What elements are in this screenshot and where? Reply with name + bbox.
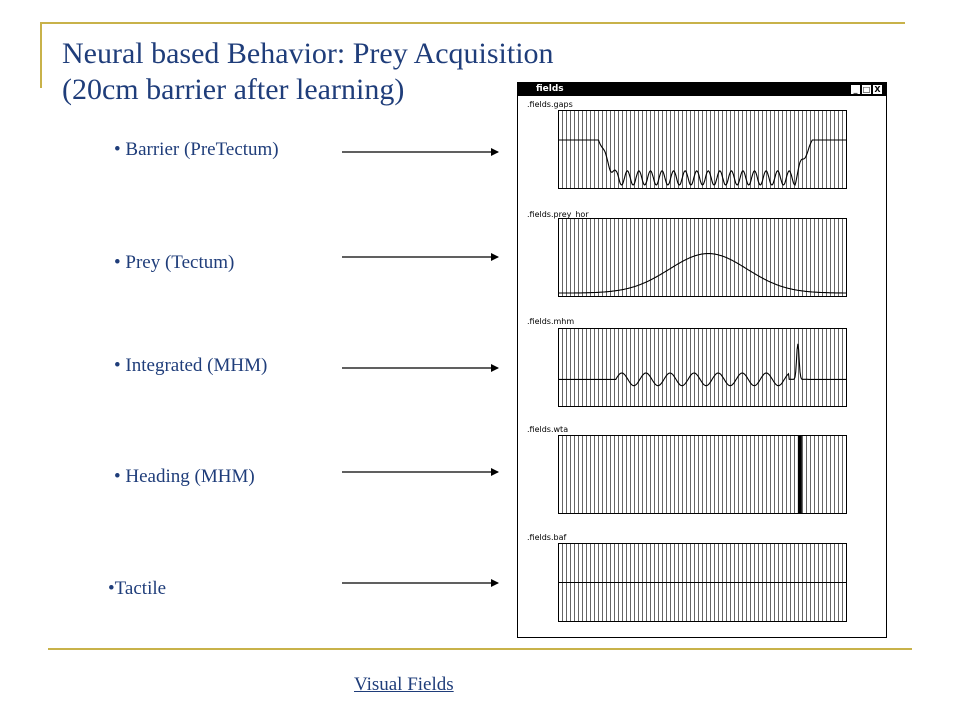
title-line-2: (20cm barrier after learning): [62, 73, 405, 106]
bullet-heading: • Heading (MHM): [114, 466, 255, 487]
plot-mhm: [558, 328, 847, 407]
bullet-integrated: • Integrated (MHM): [114, 355, 268, 376]
fields-window[interactable]: fields _ □ X .fields.gaps .fields.prey_h…: [517, 82, 887, 638]
grid-lines: [558, 435, 847, 514]
plot-wta: [558, 435, 847, 514]
plot-label-wta: .fields.wta: [527, 425, 569, 434]
bullet-prey: • Prey (Tectum): [114, 252, 235, 273]
bullet-tactile: •Tactile: [108, 578, 167, 599]
grid-lines: [558, 218, 847, 297]
plot-frame: [558, 110, 847, 189]
grid-lines: [558, 110, 847, 189]
plot-frame: [558, 435, 847, 514]
grid-lines: [558, 328, 847, 407]
minimize-button[interactable]: _: [851, 85, 860, 94]
plot-frame: [558, 328, 847, 407]
bullet-barrier: • Barrier (PreTectum): [114, 139, 279, 160]
window-titlebar[interactable]: fields _ □ X: [518, 83, 886, 96]
plot-label-mhm: .fields.mhm: [527, 317, 575, 326]
plot-gaps: [558, 110, 847, 189]
bottom-accent-line: [48, 648, 912, 650]
maximize-button[interactable]: □: [862, 85, 871, 94]
visual-fields-link[interactable]: Visual Fields: [354, 674, 454, 695]
plot-baf: [558, 543, 847, 622]
winner-bar: [797, 435, 802, 514]
plot-frame: [558, 218, 847, 297]
top-accent-line: [40, 22, 905, 24]
signal-trace: [558, 139, 847, 186]
plot-label-gaps: .fields.gaps: [527, 100, 573, 109]
plot-prey-hor: [558, 218, 847, 297]
signal-trace: [558, 343, 847, 387]
plot-label-baf: .fields.baf: [527, 533, 567, 542]
signal-trace: [558, 252, 847, 294]
left-accent-line: [40, 22, 42, 88]
plot-label-prey-hor: .fields.prey_hor: [527, 210, 589, 219]
slide-title: Neural based Behavior: Prey Acquisition …: [62, 36, 554, 108]
window-title: fields: [536, 84, 564, 94]
close-button[interactable]: X: [873, 85, 882, 94]
title-line-1: Neural based Behavior: Prey Acquisition: [62, 37, 554, 70]
